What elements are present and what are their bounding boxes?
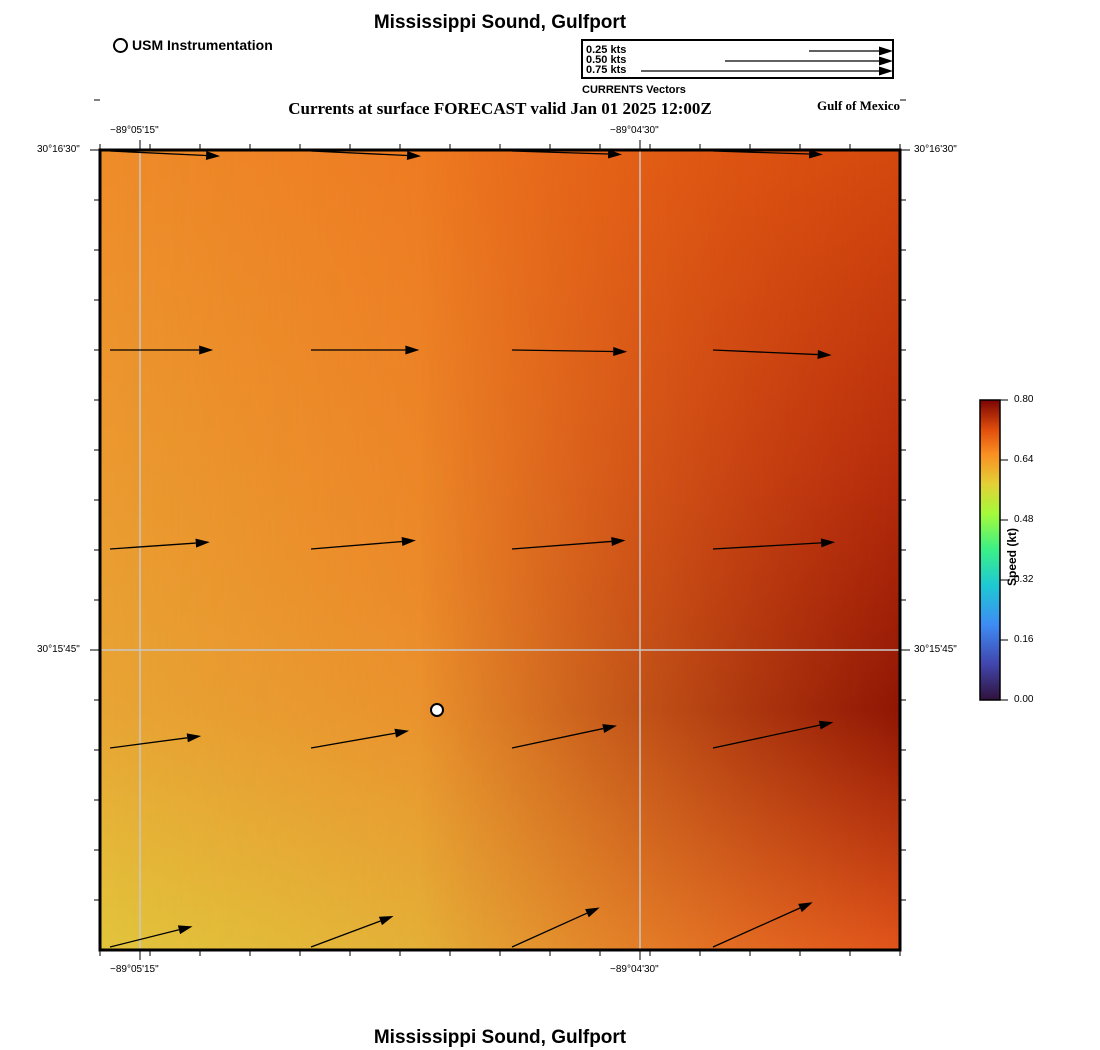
graticule xyxy=(100,150,900,950)
lon-tick-bottom-1: −89°04'30" xyxy=(610,964,659,975)
lat-tick-right-0: 30°16'30" xyxy=(914,144,957,155)
lat-tick-left-1: 30°15'45" xyxy=(37,644,80,655)
current-vector-r0-c2 xyxy=(511,149,623,159)
lat-tick-right-1: 30°15'45" xyxy=(914,644,957,655)
current-vector-r2-c0 xyxy=(109,538,210,550)
current-vector-r4-c2 xyxy=(511,907,600,948)
current-vector-r2-c3 xyxy=(712,538,836,550)
colorbar-tick-5: 0.00 xyxy=(1014,694,1034,705)
current-vector-r4-c3 xyxy=(712,902,813,948)
current-vector-r4-c1 xyxy=(310,916,394,948)
vector-legend-arrows xyxy=(641,46,893,76)
legend-vector-0 xyxy=(809,46,893,56)
vector-legend-label-2: 0.75 kts xyxy=(586,64,627,76)
station-marker xyxy=(430,703,444,717)
current-vector-r3-c1 xyxy=(310,728,410,749)
vector-legend-label-0: 0.25 kts xyxy=(586,44,627,56)
forecast-subtitle: Currents at surface FORECAST valid Jan 0… xyxy=(288,99,712,118)
map-footer-title: Mississippi Sound, Gulfport xyxy=(373,1027,627,1048)
colorbar xyxy=(979,399,1008,701)
current-vector-r2-c2 xyxy=(511,536,626,550)
lat-tick-left-0: 30°16'30" xyxy=(37,144,80,155)
current-vectors xyxy=(109,149,836,948)
map-title: Mississippi Sound, Gulfport xyxy=(373,12,627,33)
colorbar-tick-4: 0.16 xyxy=(1014,634,1034,645)
lon-tick-bottom-0: −89°05'15" xyxy=(110,964,159,975)
speed-field-shading xyxy=(100,150,900,950)
current-vector-r0-c3 xyxy=(712,149,824,159)
lon-tick-top-0: −89°05'15" xyxy=(110,125,159,136)
current-vector-r0-c1 xyxy=(310,150,422,160)
colorbar-tick-2: 0.48 xyxy=(1014,514,1034,525)
current-vector-r1-c2 xyxy=(511,347,628,357)
current-vector-r1-c3 xyxy=(712,349,832,360)
current-vector-r1-c1 xyxy=(311,345,420,355)
colorbar-tick-0: 0.80 xyxy=(1014,394,1034,405)
vector-legend-label-1: 0.50 kts xyxy=(586,54,627,66)
current-vector-r2-c1 xyxy=(310,537,416,550)
current-vector-r3-c3 xyxy=(712,720,834,749)
current-vector-r3-c2 xyxy=(511,724,617,749)
legend-vector-2 xyxy=(641,66,893,76)
colorbar-title: Speed (kt) xyxy=(1005,528,1019,587)
station-legend-label: USM Instrumentation xyxy=(132,37,273,53)
current-vector-r3-c0 xyxy=(109,733,202,749)
region-label: Gulf of Mexico xyxy=(816,98,900,113)
lon-tick-top-1: −89°04'30" xyxy=(610,125,659,136)
current-vector-r1-c0 xyxy=(110,345,214,355)
map-frame xyxy=(98,148,902,952)
vector-legend-caption: CURRENTS Vectors xyxy=(582,84,686,96)
station-legend: USM Instrumentation xyxy=(113,37,273,53)
vector-scale-legend: 0.25 kts 0.50 kts 0.75 kts xyxy=(581,39,894,79)
legend-vector-1 xyxy=(725,56,893,66)
colorbar-tick-1: 0.64 xyxy=(1014,454,1034,465)
colorbar-tick-3: 0.32 xyxy=(1014,574,1034,585)
circle-marker-icon xyxy=(113,37,128,53)
current-vector-r0-c0 xyxy=(109,150,221,160)
current-vector-r4-c0 xyxy=(109,925,193,948)
